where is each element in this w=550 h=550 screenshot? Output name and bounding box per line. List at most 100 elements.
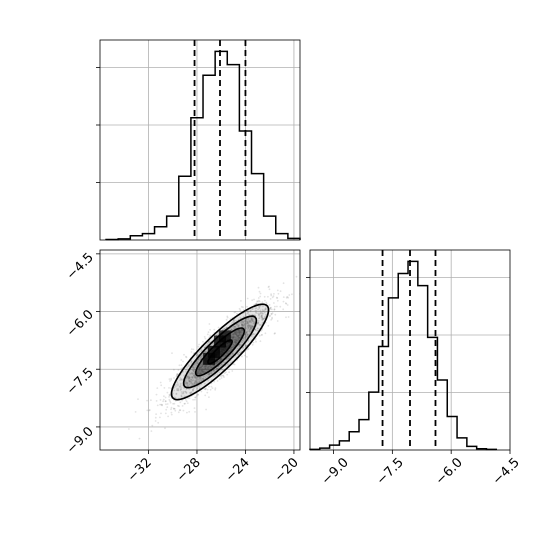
scatter-point (270, 293, 272, 296)
scatter-point (197, 371, 200, 374)
scatter-point (259, 304, 262, 307)
scatter-point (181, 379, 183, 381)
scatter-point (198, 351, 201, 354)
scatter-point (279, 290, 282, 293)
scatter-point (262, 310, 265, 313)
scatter-point (256, 323, 259, 325)
scatter-point (228, 371, 231, 373)
scatter-point (242, 322, 245, 324)
scatter-point (173, 377, 175, 379)
scatter-point (267, 286, 270, 288)
scatter-point (190, 391, 193, 393)
scatter-point (233, 341, 236, 343)
scatter-point (282, 300, 285, 303)
scatter-point (173, 402, 176, 405)
scatter-point (189, 380, 192, 383)
scatter-point (262, 305, 264, 308)
scatter-point (204, 337, 207, 340)
scatter-point (201, 371, 204, 374)
scatter-point (176, 373, 179, 376)
scatter-point (234, 332, 236, 334)
scatter-point (166, 403, 169, 405)
scatter-point (234, 319, 237, 322)
scatter-point (255, 302, 258, 305)
scatter-point (254, 329, 257, 331)
scatter-point (197, 385, 200, 388)
scatter-point (233, 339, 236, 341)
scatter-point (208, 373, 211, 375)
scatter-point (193, 407, 196, 409)
scatter-point (242, 337, 245, 340)
scatter-point (236, 324, 239, 327)
scatter-point (191, 372, 194, 375)
scatter-point (231, 353, 234, 356)
scatter-point (204, 368, 207, 370)
scatter-point (156, 387, 159, 389)
scatter-point (186, 384, 189, 387)
scatter-point (264, 308, 267, 310)
scatter-point (251, 299, 254, 302)
scatter-point (190, 361, 193, 364)
scatter-point (175, 375, 178, 378)
scatter-point (246, 348, 249, 351)
scatter-point (199, 356, 202, 359)
scatter-point (251, 333, 254, 336)
scatter-point (232, 334, 235, 337)
scatter-point (196, 387, 199, 390)
scatter-point (212, 364, 215, 367)
scatter-point (206, 367, 209, 370)
scatter-point (282, 308, 285, 311)
scatter-point (262, 318, 264, 320)
x-tick-label: −4.5 (490, 455, 523, 488)
scatter-point (202, 378, 205, 381)
scatter-point (232, 320, 235, 323)
scatter-point (190, 378, 193, 381)
scatter-point (242, 324, 245, 327)
scatter-point (231, 326, 233, 329)
scatter-point (188, 381, 191, 383)
scatter-point (180, 388, 182, 391)
scatter-point (286, 295, 289, 298)
scatter-point (186, 375, 188, 378)
scatter-point (225, 326, 228, 329)
scatter-point (183, 395, 186, 398)
scatter-point (273, 332, 276, 335)
scatter-point (234, 331, 237, 333)
scatter-point (276, 305, 278, 308)
scatter-point (169, 400, 172, 402)
scatter-point (208, 385, 210, 388)
scatter-point (242, 326, 245, 328)
scatter-point (237, 325, 240, 328)
scatter-point (247, 327, 250, 330)
scatter-point (194, 382, 196, 385)
scatter-point (185, 381, 188, 384)
scatter-point (247, 333, 249, 336)
scatter-point (188, 377, 190, 380)
scatter-point (201, 377, 204, 380)
scatter-point (206, 333, 209, 336)
scatter-point (206, 373, 209, 376)
scatter-point (268, 304, 271, 306)
scatter-point (251, 320, 254, 322)
scatter-point (241, 324, 244, 326)
scatter-point (173, 389, 176, 392)
scatter-point (197, 372, 200, 374)
scatter-point (254, 309, 257, 312)
scatter-point (192, 366, 194, 368)
scatter-point (205, 374, 208, 377)
scatter-point (208, 367, 210, 370)
scatter-point (264, 308, 266, 310)
scatter-point (220, 357, 223, 360)
scatter-point (175, 393, 178, 395)
scatter-point (251, 328, 254, 330)
scatter-point (200, 357, 203, 360)
scatter-point (196, 382, 199, 385)
scatter-point (199, 350, 202, 353)
scatter-point (197, 373, 200, 375)
scatter-point (183, 353, 185, 356)
scatter-point (235, 323, 238, 326)
scatter-point (199, 373, 202, 375)
scatter-point (248, 314, 250, 316)
scatter-point (213, 364, 216, 367)
scatter-point (241, 323, 244, 326)
